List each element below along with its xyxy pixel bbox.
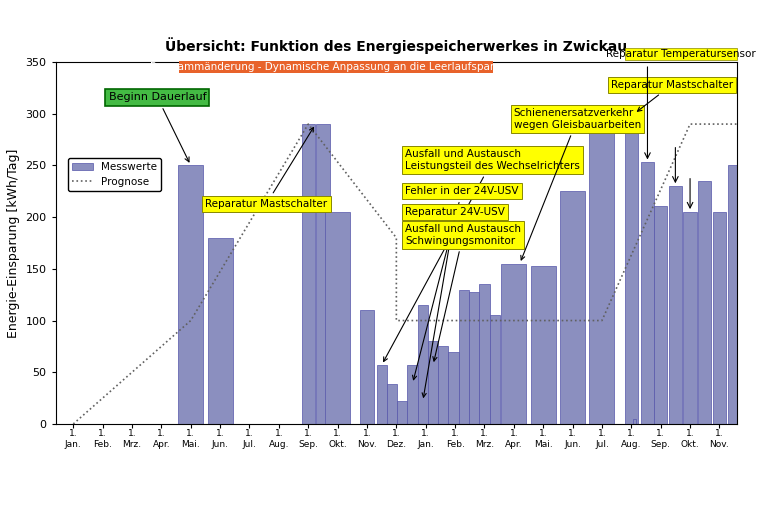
Text: Programmänderung - Dynamische Anpassung an die Leerlaufspannung: Programmänderung - Dynamische Anpassung … <box>149 62 523 72</box>
Bar <box>757 207 770 424</box>
Bar <box>179 61 494 73</box>
Title: Übersicht: Funktion des Energiespeicherwerkes in Zwickau: Übersicht: Funktion des Energiespeicherw… <box>166 37 628 54</box>
Text: Schienenersatzverkehr
wegen Gleisbauarbeiten: Schienenersatzverkehr wegen Gleisbauarbe… <box>514 108 641 260</box>
Text: Beginn Dauerlauf: Beginn Dauerlauf <box>109 92 206 162</box>
Text: Reparatur 24V-USV: Reparatur 24V-USV <box>405 207 505 397</box>
Bar <box>641 162 654 424</box>
Text: Ausfall und Austausch
Leistungsteil des Wechselrichters: Ausfall und Austausch Leistungsteil des … <box>383 149 580 361</box>
Bar <box>625 48 737 60</box>
Bar <box>316 124 330 424</box>
Bar <box>669 186 682 424</box>
Bar <box>459 290 469 424</box>
Bar <box>698 181 711 424</box>
Bar <box>713 212 726 424</box>
Bar <box>633 419 636 424</box>
Bar <box>208 238 233 424</box>
Bar <box>438 346 448 424</box>
Bar <box>325 212 350 424</box>
Text: Reparatur Mastschalter: Reparatur Mastschalter <box>611 80 733 111</box>
Bar <box>684 212 697 424</box>
Bar <box>302 124 315 424</box>
Legend: Messwerte, Prognose: Messwerte, Prognose <box>68 158 161 191</box>
Text: Reparatur Mastschalter: Reparatur Mastschalter <box>206 128 327 209</box>
Bar <box>469 292 479 424</box>
Y-axis label: Energie-Einsparung [kWh/Tag]: Energie-Einsparung [kWh/Tag] <box>7 148 20 338</box>
Bar <box>560 191 585 424</box>
Bar <box>531 266 556 424</box>
Bar <box>590 130 614 424</box>
Bar <box>417 305 428 424</box>
Bar <box>397 401 407 424</box>
Bar <box>377 365 387 424</box>
Bar <box>654 206 668 424</box>
Text: Reparatur Temperatursensor: Reparatur Temperatursensor <box>606 49 756 59</box>
Bar <box>501 264 527 424</box>
Bar <box>490 315 500 424</box>
Bar <box>179 165 203 424</box>
Text: Ausfall und Austausch
Schwingungsmonitor: Ausfall und Austausch Schwingungsmonitor <box>405 224 521 361</box>
Bar <box>360 310 373 424</box>
Bar <box>428 341 438 424</box>
Bar <box>407 365 417 424</box>
Bar <box>448 352 459 424</box>
Text: Fehler in der 24V-USV: Fehler in der 24V-USV <box>405 186 519 379</box>
Bar <box>624 114 638 424</box>
Bar <box>479 284 490 424</box>
Bar <box>742 212 755 424</box>
Bar <box>728 165 741 424</box>
Bar <box>387 384 397 424</box>
